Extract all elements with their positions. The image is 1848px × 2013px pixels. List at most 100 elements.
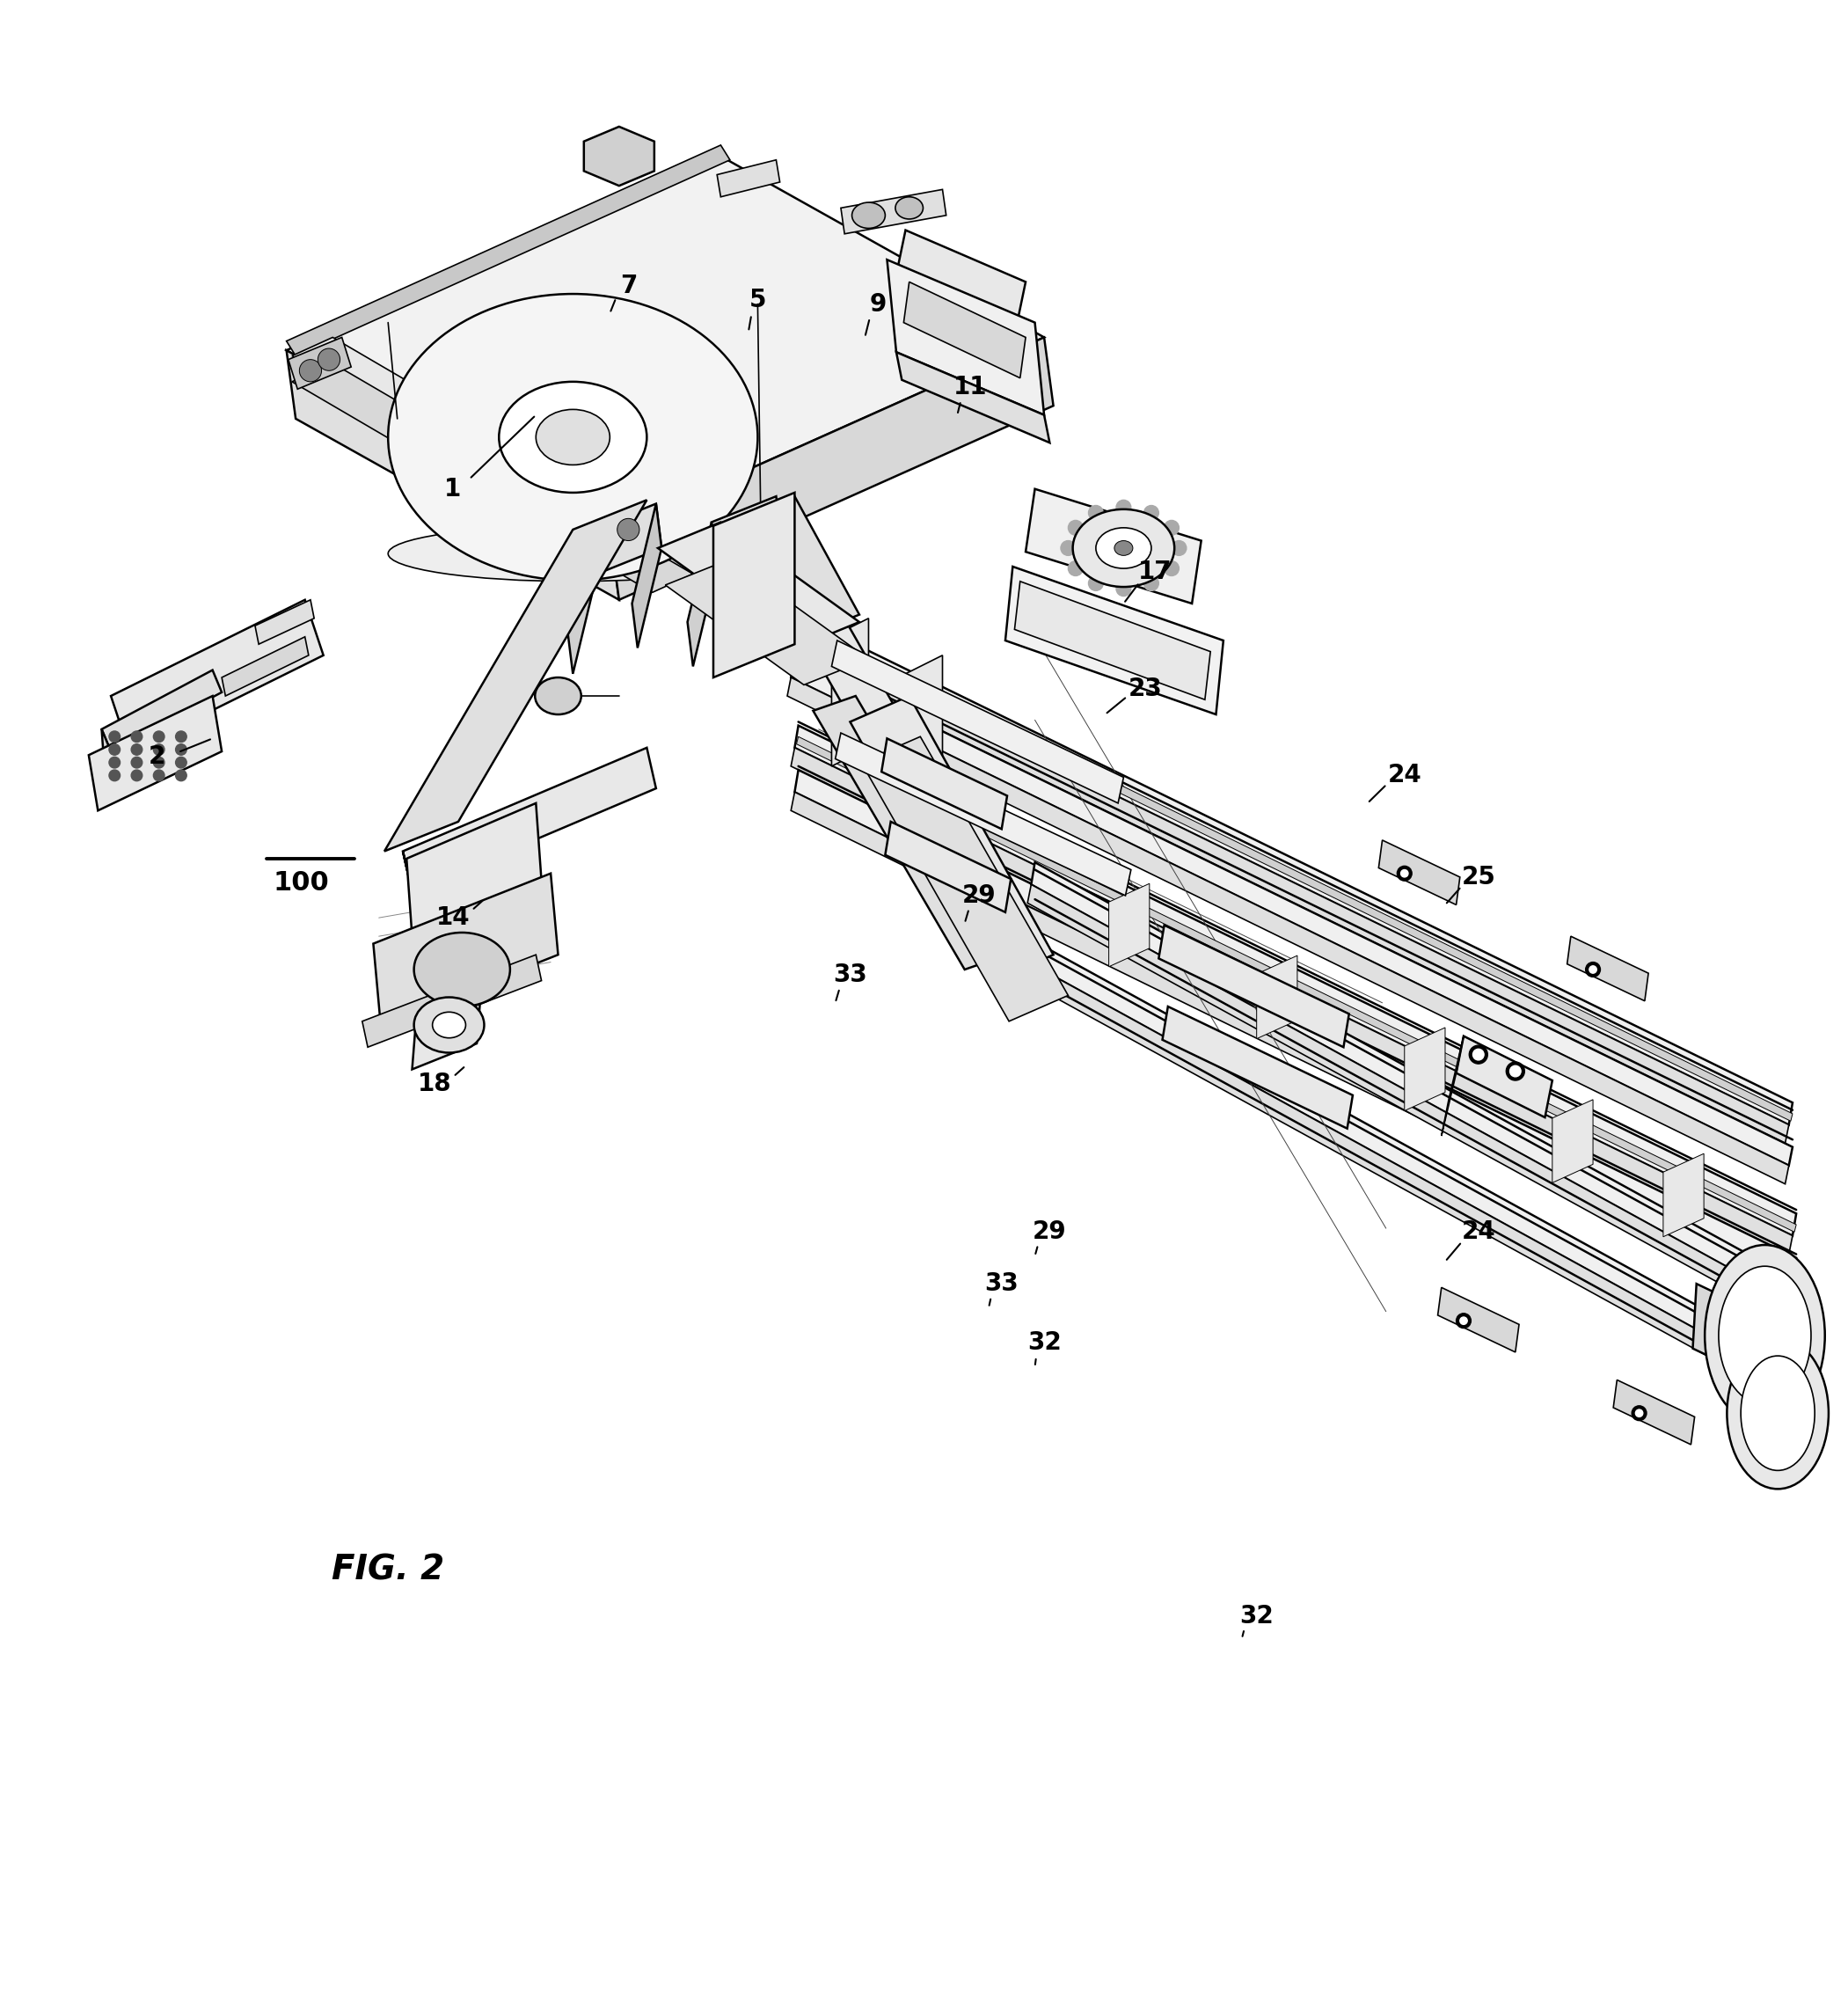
Text: 29: 29: [963, 884, 996, 908]
Circle shape: [109, 731, 120, 743]
Circle shape: [131, 731, 142, 743]
Polygon shape: [1026, 489, 1201, 604]
Circle shape: [176, 769, 187, 781]
Polygon shape: [787, 678, 1789, 1184]
Text: 5: 5: [748, 288, 767, 312]
Polygon shape: [787, 636, 1789, 1143]
Text: 100: 100: [274, 870, 329, 896]
Polygon shape: [1035, 944, 1805, 1387]
Polygon shape: [791, 791, 1793, 1298]
Polygon shape: [1693, 1284, 1774, 1385]
Text: 11: 11: [954, 374, 987, 399]
Text: 2: 2: [148, 745, 166, 769]
Polygon shape: [850, 696, 1053, 980]
Polygon shape: [412, 882, 490, 1069]
Polygon shape: [362, 954, 541, 1047]
Circle shape: [1088, 505, 1103, 519]
Circle shape: [153, 757, 164, 769]
Circle shape: [131, 757, 142, 769]
Circle shape: [109, 769, 120, 781]
Circle shape: [1473, 1049, 1484, 1061]
Polygon shape: [567, 529, 597, 674]
Polygon shape: [591, 503, 662, 574]
Circle shape: [153, 731, 164, 743]
Text: 25: 25: [1462, 866, 1495, 890]
Polygon shape: [665, 560, 869, 684]
Ellipse shape: [1719, 1266, 1811, 1405]
Circle shape: [176, 745, 187, 755]
Text: 29: 29: [1033, 1220, 1066, 1244]
Circle shape: [1061, 541, 1076, 556]
Circle shape: [1116, 582, 1131, 596]
Polygon shape: [795, 769, 1796, 1280]
Polygon shape: [292, 362, 693, 592]
Circle shape: [1144, 505, 1159, 519]
Polygon shape: [721, 497, 859, 644]
Polygon shape: [286, 157, 1044, 531]
Polygon shape: [658, 521, 859, 648]
Polygon shape: [881, 739, 1007, 829]
Ellipse shape: [536, 409, 610, 465]
Polygon shape: [384, 499, 647, 851]
Polygon shape: [791, 614, 1793, 1125]
Circle shape: [131, 745, 142, 755]
Polygon shape: [632, 503, 662, 648]
Polygon shape: [288, 338, 351, 389]
Text: 18: 18: [418, 1071, 451, 1097]
Polygon shape: [1456, 1037, 1552, 1117]
Circle shape: [1397, 866, 1412, 882]
Ellipse shape: [534, 678, 580, 715]
Circle shape: [1632, 1405, 1647, 1421]
Text: 33: 33: [833, 962, 867, 988]
Circle shape: [109, 745, 120, 755]
Circle shape: [1510, 1065, 1521, 1077]
Text: 17: 17: [1138, 560, 1172, 584]
Circle shape: [153, 769, 164, 781]
Ellipse shape: [414, 996, 484, 1053]
Polygon shape: [711, 497, 782, 566]
Polygon shape: [403, 851, 421, 932]
Polygon shape: [403, 747, 656, 892]
Circle shape: [1635, 1409, 1643, 1417]
Polygon shape: [102, 729, 115, 803]
Circle shape: [1164, 562, 1179, 576]
Circle shape: [1401, 870, 1408, 878]
Polygon shape: [286, 145, 730, 356]
Circle shape: [1586, 962, 1600, 976]
Circle shape: [153, 745, 164, 755]
Ellipse shape: [1726, 1337, 1828, 1490]
Polygon shape: [584, 127, 654, 185]
Polygon shape: [1552, 1099, 1593, 1184]
Polygon shape: [222, 636, 309, 696]
Ellipse shape: [1741, 1357, 1815, 1469]
Polygon shape: [1438, 1288, 1519, 1353]
Polygon shape: [1162, 1006, 1353, 1129]
Ellipse shape: [499, 382, 647, 493]
Polygon shape: [717, 159, 780, 197]
Circle shape: [1068, 519, 1083, 535]
Text: 24: 24: [1462, 1220, 1495, 1244]
Polygon shape: [885, 821, 1011, 912]
Circle shape: [1088, 576, 1103, 590]
Polygon shape: [841, 189, 946, 234]
Polygon shape: [906, 656, 942, 803]
Polygon shape: [286, 350, 619, 600]
Polygon shape: [796, 737, 1796, 1232]
Text: 7: 7: [619, 274, 638, 298]
Polygon shape: [861, 737, 1068, 1021]
Polygon shape: [795, 725, 1796, 1236]
Polygon shape: [102, 670, 222, 751]
Circle shape: [299, 360, 322, 382]
Text: 32: 32: [1027, 1331, 1061, 1355]
Polygon shape: [111, 600, 323, 751]
Polygon shape: [1015, 582, 1210, 701]
Ellipse shape: [1096, 527, 1151, 568]
Polygon shape: [713, 493, 795, 678]
Ellipse shape: [388, 294, 758, 580]
Text: 1: 1: [444, 477, 462, 501]
Circle shape: [1589, 966, 1597, 972]
Polygon shape: [1379, 839, 1460, 904]
Text: 24: 24: [1388, 763, 1421, 787]
Polygon shape: [1005, 566, 1223, 715]
Circle shape: [1460, 1317, 1467, 1325]
